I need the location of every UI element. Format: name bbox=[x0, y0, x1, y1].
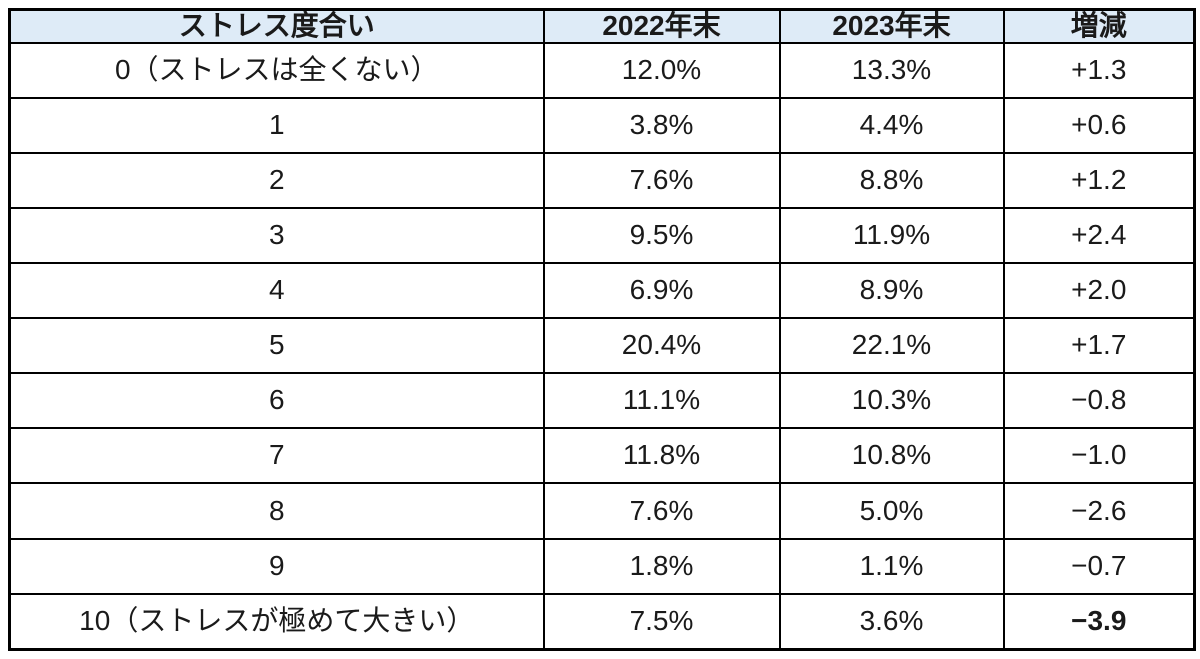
pct-2023-cell: 13.3% bbox=[778, 41, 1005, 99]
table-row: 2 7.6% 8.8% +1.2 bbox=[8, 151, 1196, 210]
pct-2023-cell: 1.1% bbox=[778, 537, 1005, 595]
change-cell: +0.6 bbox=[1002, 96, 1196, 154]
change-cell: +2.0 bbox=[1002, 262, 1196, 320]
pct-2022-cell: 9.5% bbox=[542, 207, 781, 265]
table-row: 1 3.8% 4.4% +0.6 bbox=[8, 96, 1196, 154]
pct-2023-cell: 3.6% bbox=[778, 592, 1005, 651]
stress-level-cell: 9 bbox=[8, 537, 545, 595]
stress-comparison-table: ストレス度合い 2022年末 2023年末 増減 0（ストレスは全くない） 12… bbox=[8, 8, 1196, 651]
change-cell: +1.2 bbox=[1002, 151, 1196, 210]
pct-2022-cell: 12.0% bbox=[542, 41, 781, 99]
stress-level-cell: 4 bbox=[8, 262, 545, 320]
pct-2022-cell: 3.8% bbox=[542, 96, 781, 154]
table-row: 3 9.5% 11.9% +2.4 bbox=[8, 207, 1196, 265]
col-header-2022: 2022年末 bbox=[542, 8, 781, 44]
table-row: 8 7.6% 5.0% −2.6 bbox=[8, 482, 1196, 540]
pct-2022-cell: 20.4% bbox=[542, 317, 781, 375]
table-row: 7 11.8% 10.8% −1.0 bbox=[8, 427, 1196, 485]
header-row: ストレス度合い 2022年末 2023年末 増減 bbox=[8, 8, 1196, 44]
pct-2023-cell: 5.0% bbox=[778, 482, 1005, 540]
stress-level-cell: 0（ストレスは全くない） bbox=[8, 41, 545, 99]
col-header-2023: 2023年末 bbox=[778, 8, 1005, 44]
table-header: ストレス度合い 2022年末 2023年末 増減 bbox=[8, 8, 1196, 44]
pct-2023-cell: 8.8% bbox=[778, 151, 1005, 210]
table-row: 10（ストレスが極めて大きい） 7.5% 3.6% −3.9 bbox=[8, 592, 1196, 651]
table-body: 0（ストレスは全くない） 12.0% 13.3% +1.3 1 3.8% 4.4… bbox=[8, 41, 1196, 651]
pct-2023-cell: 10.8% bbox=[778, 427, 1005, 485]
pct-2022-cell: 11.8% bbox=[542, 427, 781, 485]
stress-level-cell: 3 bbox=[8, 207, 545, 265]
change-cell: −0.8 bbox=[1002, 372, 1196, 430]
pct-2023-cell: 8.9% bbox=[778, 262, 1005, 320]
table-row: 6 11.1% 10.3% −0.8 bbox=[8, 372, 1196, 430]
pct-2022-cell: 7.6% bbox=[542, 151, 781, 210]
col-header-stress-level: ストレス度合い bbox=[8, 8, 545, 44]
stress-level-cell: 2 bbox=[8, 151, 545, 210]
pct-2023-cell: 22.1% bbox=[778, 317, 1005, 375]
stress-level-cell: 6 bbox=[8, 372, 545, 430]
pct-2023-cell: 10.3% bbox=[778, 372, 1005, 430]
stress-level-cell: 1 bbox=[8, 96, 545, 154]
pct-2022-cell: 1.8% bbox=[542, 537, 781, 595]
change-cell: −3.9 bbox=[1002, 592, 1196, 651]
stress-level-cell: 5 bbox=[8, 317, 545, 375]
pct-2022-cell: 7.5% bbox=[542, 592, 781, 651]
change-cell: −1.0 bbox=[1002, 427, 1196, 485]
table-row: 9 1.8% 1.1% −0.7 bbox=[8, 537, 1196, 595]
change-cell: −0.7 bbox=[1002, 537, 1196, 595]
change-cell: +1.3 bbox=[1002, 41, 1196, 99]
pct-2023-cell: 11.9% bbox=[778, 207, 1005, 265]
pct-2023-cell: 4.4% bbox=[778, 96, 1005, 154]
pct-2022-cell: 7.6% bbox=[542, 482, 781, 540]
change-cell: +2.4 bbox=[1002, 207, 1196, 265]
table-row: 4 6.9% 8.9% +2.0 bbox=[8, 262, 1196, 320]
change-cell: +1.7 bbox=[1002, 317, 1196, 375]
change-cell: −2.6 bbox=[1002, 482, 1196, 540]
table-row: 0（ストレスは全くない） 12.0% 13.3% +1.3 bbox=[8, 41, 1196, 99]
pct-2022-cell: 6.9% bbox=[542, 262, 781, 320]
stress-level-cell: 10（ストレスが極めて大きい） bbox=[8, 592, 545, 651]
stress-level-cell: 7 bbox=[8, 427, 545, 485]
pct-2022-cell: 11.1% bbox=[542, 372, 781, 430]
stress-level-cell: 8 bbox=[8, 482, 545, 540]
table-row: 5 20.4% 22.1% +1.7 bbox=[8, 317, 1196, 375]
col-header-change: 増減 bbox=[1002, 8, 1196, 44]
